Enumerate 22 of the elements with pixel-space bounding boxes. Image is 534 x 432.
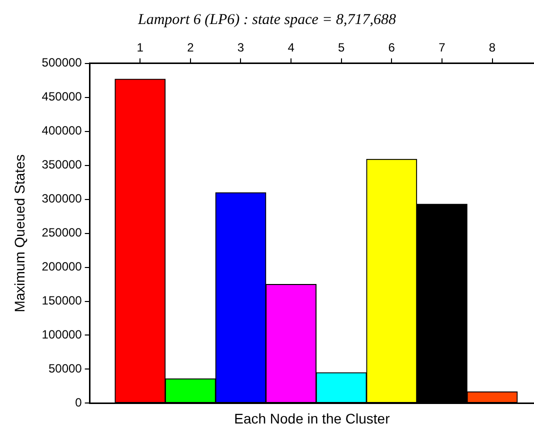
y-tick-label: 150000 <box>42 294 82 308</box>
x-tick-label: 4 <box>288 40 295 55</box>
x-tick-label: 5 <box>338 40 346 55</box>
y-tick-label: 400000 <box>42 124 82 138</box>
x-tick-label: 3 <box>237 40 244 55</box>
y-tick-label: 350000 <box>42 158 82 172</box>
y-tick-label: 0 <box>75 396 82 410</box>
y-tick-label: 200000 <box>42 260 82 274</box>
x-tick-label: 1 <box>136 40 144 55</box>
y-tick-label: 50000 <box>48 362 82 376</box>
y-tick-label: 250000 <box>42 226 82 240</box>
y-tick-label: 300000 <box>42 192 82 206</box>
x-axis-title: Each Node in the Cluster <box>234 410 390 426</box>
x-tick-label: 7 <box>438 40 446 55</box>
y-tick-label: 500000 <box>42 56 82 70</box>
x-tick-label: 8 <box>488 40 496 55</box>
x-tick-label: 2 <box>187 40 194 55</box>
y-tick-label: 450000 <box>42 90 82 104</box>
chart-title: Lamport 6 (LP6) : state space = 8,717,688 <box>136 12 398 29</box>
x-tick-label: 6 <box>388 40 396 55</box>
y-axis-title: Maximum Queued States <box>11 154 28 312</box>
y-tick-label: 100000 <box>42 328 82 342</box>
